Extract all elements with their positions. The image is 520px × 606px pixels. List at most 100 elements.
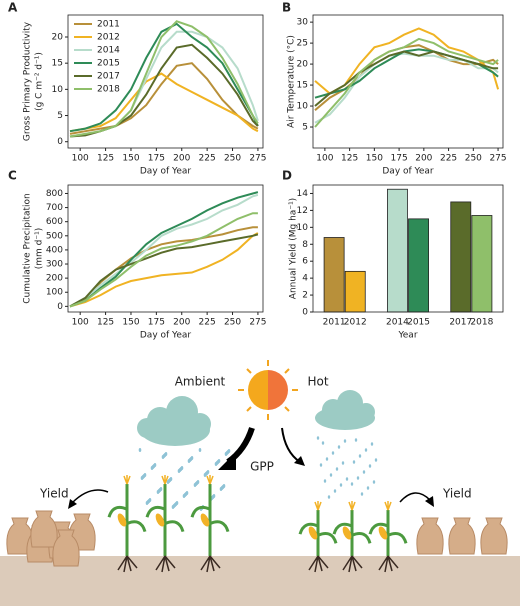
x-tick-label: 125 (341, 154, 358, 164)
raindrop (374, 458, 378, 462)
y-tick-label: 100 (46, 288, 63, 298)
bar (323, 237, 345, 313)
arrowhead (218, 452, 236, 470)
roots (155, 555, 176, 573)
raindrop (182, 494, 186, 498)
y-tick-label: 10 (52, 85, 64, 95)
x-tick-label: 150 (122, 318, 139, 328)
x-tick-label: 2011 (323, 318, 346, 328)
leaf (332, 522, 353, 535)
raindrop (345, 477, 349, 481)
raindrop (358, 454, 362, 458)
arrow-thin (281, 427, 301, 463)
sack (52, 529, 80, 567)
bar (408, 218, 429, 313)
legend-label: 2012 (97, 33, 120, 43)
leaf (317, 532, 338, 544)
raindrop (145, 501, 149, 505)
panel-letter: A (8, 1, 18, 15)
raindrop (370, 442, 374, 446)
ambient-label: Ambient (175, 375, 226, 389)
raindrop (156, 490, 160, 494)
x-tick-label: 150 (122, 154, 139, 164)
x-tick-label: 200 (173, 154, 190, 164)
raindrop (323, 479, 327, 483)
y-tick-label: 2 (302, 291, 308, 301)
y-tick-label: 800 (46, 189, 63, 199)
y-axis-label: (mm d⁻¹) (35, 228, 45, 270)
legend-label: 2011 (97, 20, 120, 30)
cob (200, 513, 210, 527)
leaf (298, 522, 319, 535)
line-series (314, 50, 499, 107)
arrowhead (68, 499, 77, 509)
x-tick-label: 225 (199, 318, 216, 328)
raindrop (171, 505, 175, 509)
x-tick-label: 175 (148, 154, 165, 164)
x-tick-label: 250 (465, 154, 482, 164)
y-tick-label: 4 (302, 274, 308, 284)
raindrop (193, 483, 197, 487)
raindrop (372, 480, 376, 484)
tassel (161, 475, 169, 485)
tassel (384, 501, 392, 511)
y-axis-label: (g C m⁻² d⁻¹) (35, 52, 45, 111)
panel-letter: D (282, 169, 292, 183)
hot-label: Hot (307, 375, 328, 389)
bar (387, 188, 408, 313)
leaf (368, 522, 389, 535)
roots (200, 555, 221, 573)
arrow-yield (399, 492, 431, 503)
sack (448, 517, 476, 555)
raindrop (150, 466, 154, 470)
plot-frame (312, 184, 504, 313)
raindrop (316, 436, 320, 440)
raindrop (331, 451, 335, 455)
raindrop (187, 459, 191, 463)
x-tick-label: 275 (489, 154, 506, 164)
y-tick-label: 600 (46, 217, 63, 227)
x-tick-label: 225 (440, 154, 457, 164)
line-series (69, 191, 259, 308)
cob (342, 526, 352, 540)
raindrop (219, 487, 223, 491)
leaf (164, 520, 185, 533)
line-series (69, 233, 259, 308)
x-tick-label: 175 (391, 154, 408, 164)
x-tick-label: 2012 (344, 318, 367, 328)
y-tick-label: 700 (46, 203, 63, 213)
line-series (69, 20, 259, 138)
y-tick-label: 200 (46, 274, 63, 284)
line-series (69, 62, 259, 135)
x-tick-label: 2014 (386, 318, 409, 328)
raindrop (177, 469, 181, 473)
x-tick-label: 125 (97, 318, 114, 328)
arrow-yield (71, 489, 109, 504)
legend-label: 2015 (97, 59, 120, 69)
leaf (209, 520, 230, 533)
x-tick-label: 200 (173, 318, 190, 328)
y-tick-label: 8 (302, 240, 308, 250)
y-tick-label: 6 (302, 257, 308, 267)
bar (471, 215, 493, 313)
x-axis-label: Year (397, 331, 417, 341)
y-tick-label: 15 (52, 59, 63, 69)
arrowhead (294, 456, 305, 466)
plot-frame (67, 14, 264, 149)
raindrop (366, 486, 370, 490)
raindrop (339, 483, 343, 487)
tassel (123, 475, 131, 485)
cloud-right (315, 390, 375, 430)
raindrop (140, 476, 144, 480)
raindrop (203, 473, 207, 477)
y-tick-label: 300 (46, 260, 63, 270)
bar (450, 201, 472, 313)
y-axis-label: Gross Primary Productivity (23, 21, 33, 141)
line-series (69, 193, 259, 308)
x-tick-label: 275 (249, 318, 266, 328)
y-axis-label: Cumulative Precipitation (23, 193, 33, 303)
roots (308, 555, 329, 573)
y-tick-label: 20 (297, 60, 309, 70)
x-tick-label: 250 (224, 318, 241, 328)
y-tick-label: 25 (297, 39, 308, 49)
